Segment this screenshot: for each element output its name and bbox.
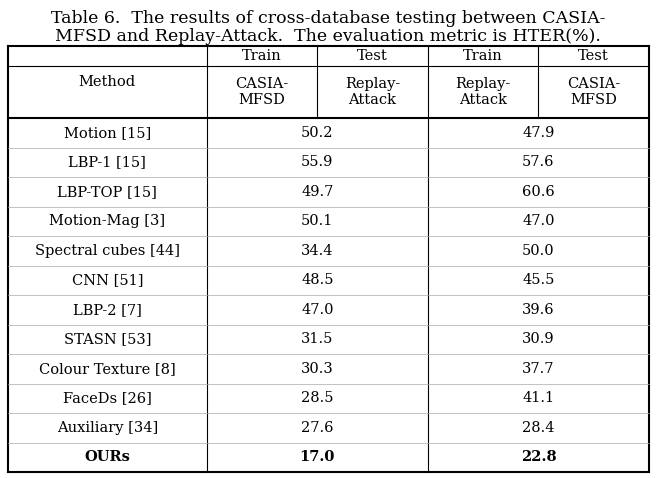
- Text: Table 6.  The results of cross-database testing between CASIA-: Table 6. The results of cross-database t…: [51, 10, 605, 27]
- Text: MFSD and Replay-Attack.  The evaluation metric is HTER(%).: MFSD and Replay-Attack. The evaluation m…: [55, 28, 601, 45]
- Text: 45.5: 45.5: [522, 273, 555, 287]
- Text: CNN [51]: CNN [51]: [72, 273, 143, 287]
- Text: 47.0: 47.0: [301, 303, 334, 317]
- Text: 39.6: 39.6: [522, 303, 555, 317]
- Text: FaceDs [26]: FaceDs [26]: [63, 391, 152, 405]
- Text: Motion [15]: Motion [15]: [64, 126, 151, 140]
- Text: 30.3: 30.3: [301, 362, 334, 376]
- Text: 22.8: 22.8: [520, 450, 556, 464]
- Text: 47.0: 47.0: [522, 214, 555, 228]
- Text: LBP-2 [7]: LBP-2 [7]: [73, 303, 142, 317]
- Text: CASIA-
MFSD: CASIA- MFSD: [567, 77, 620, 107]
- Text: 31.5: 31.5: [301, 332, 334, 346]
- Text: 27.6: 27.6: [301, 421, 334, 435]
- Text: Train: Train: [242, 49, 282, 63]
- Text: Spectral cubes [44]: Spectral cubes [44]: [35, 244, 180, 258]
- Text: 41.1: 41.1: [522, 391, 555, 405]
- Text: Replay-
Attack: Replay- Attack: [455, 77, 510, 107]
- Text: Auxiliary [34]: Auxiliary [34]: [57, 421, 158, 435]
- Text: 50.1: 50.1: [301, 214, 334, 228]
- Text: 37.7: 37.7: [522, 362, 555, 376]
- Text: 48.5: 48.5: [301, 273, 334, 287]
- Text: Motion-Mag [3]: Motion-Mag [3]: [49, 214, 166, 228]
- Text: Test: Test: [357, 49, 388, 63]
- Text: Colour Texture [8]: Colour Texture [8]: [39, 362, 175, 376]
- Text: 30.9: 30.9: [522, 332, 555, 346]
- Text: 60.6: 60.6: [522, 185, 555, 199]
- Text: Method: Method: [79, 75, 136, 89]
- Text: 34.4: 34.4: [301, 244, 334, 258]
- Text: Test: Test: [578, 49, 609, 63]
- Text: 28.4: 28.4: [522, 421, 555, 435]
- Text: 28.5: 28.5: [301, 391, 334, 405]
- Text: 17.0: 17.0: [300, 450, 335, 464]
- Text: Replay-
Attack: Replay- Attack: [345, 77, 400, 107]
- Text: STASN [53]: STASN [53]: [64, 332, 151, 346]
- Text: OURs: OURs: [84, 450, 130, 464]
- Text: 55.9: 55.9: [301, 155, 334, 169]
- Text: LBP-TOP [15]: LBP-TOP [15]: [57, 185, 157, 199]
- Text: 57.6: 57.6: [522, 155, 555, 169]
- Text: 49.7: 49.7: [301, 185, 334, 199]
- Text: 47.9: 47.9: [522, 126, 555, 140]
- Text: LBP-1 [15]: LBP-1 [15]: [68, 155, 147, 169]
- Text: Train: Train: [463, 49, 503, 63]
- Text: 50.0: 50.0: [522, 244, 555, 258]
- Text: CASIA-
MFSD: CASIA- MFSD: [235, 77, 288, 107]
- Text: 50.2: 50.2: [301, 126, 334, 140]
